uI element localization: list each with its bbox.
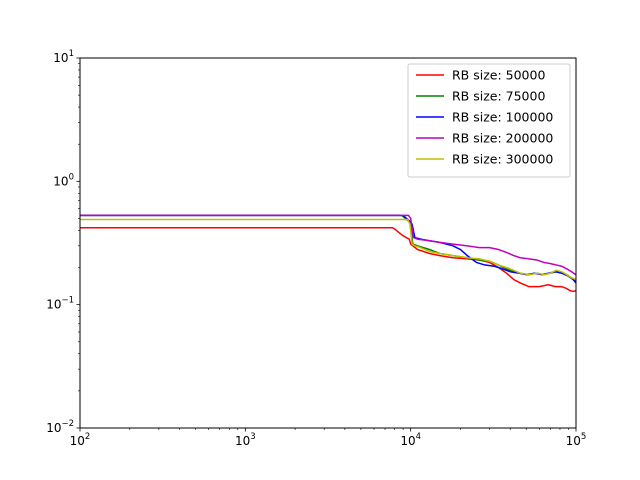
series-line-5 <box>80 218 577 281</box>
y-tick-exponent: 0 <box>69 172 74 182</box>
x-tick-label-2: 104 <box>400 432 421 448</box>
x-tick-base: 10 <box>70 434 85 448</box>
series-lines <box>80 214 577 293</box>
x-tick-exponent: 3 <box>250 432 255 442</box>
x-tick-label-3: 105 <box>566 432 587 448</box>
x-tick-base: 10 <box>566 434 581 448</box>
y-tick-base: 10 <box>46 421 61 435</box>
y-tick-label-2: 100 <box>53 172 74 188</box>
y-tick-base: 10 <box>53 174 68 188</box>
legend: RB size: 50000 RB size: 75000 RB size: 100… <box>407 63 571 178</box>
x-tick-base: 10 <box>235 434 250 448</box>
y-tick-label-3: 101 <box>53 49 74 65</box>
y-tick-label-0: 10−2 <box>46 419 74 435</box>
x-tick-base: 10 <box>400 434 415 448</box>
legend-label-1: RB size: 50000 <box>452 68 545 83</box>
series-line-4 <box>80 214 577 276</box>
y-tick-exponent: 1 <box>69 49 74 59</box>
legend-label-2: RB size: 75000 <box>452 89 545 104</box>
x-tick-exponent: 4 <box>416 432 421 442</box>
x-tick-label-1: 103 <box>235 432 256 448</box>
plot-frame <box>79 57 577 429</box>
y-tick-exponent: −2 <box>61 419 74 429</box>
x-tick-label-0: 102 <box>70 432 91 448</box>
legend-box <box>407 63 571 178</box>
x-tick-exponent: 2 <box>85 432 90 442</box>
legend-label-3: RB size: 100000 <box>452 110 553 125</box>
y-tick-base: 10 <box>46 298 61 312</box>
y-tick-label-1: 10−1 <box>46 296 74 312</box>
legend-label-4: RB size: 200000 <box>452 131 553 146</box>
x-tick-exponent: 5 <box>581 432 586 442</box>
x-axis: 102 103 104 105 <box>70 428 587 448</box>
y-tick-base: 10 <box>53 51 68 65</box>
legend-label-5: RB size: 300000 <box>452 152 553 167</box>
y-tick-exponent: −1 <box>61 296 74 306</box>
